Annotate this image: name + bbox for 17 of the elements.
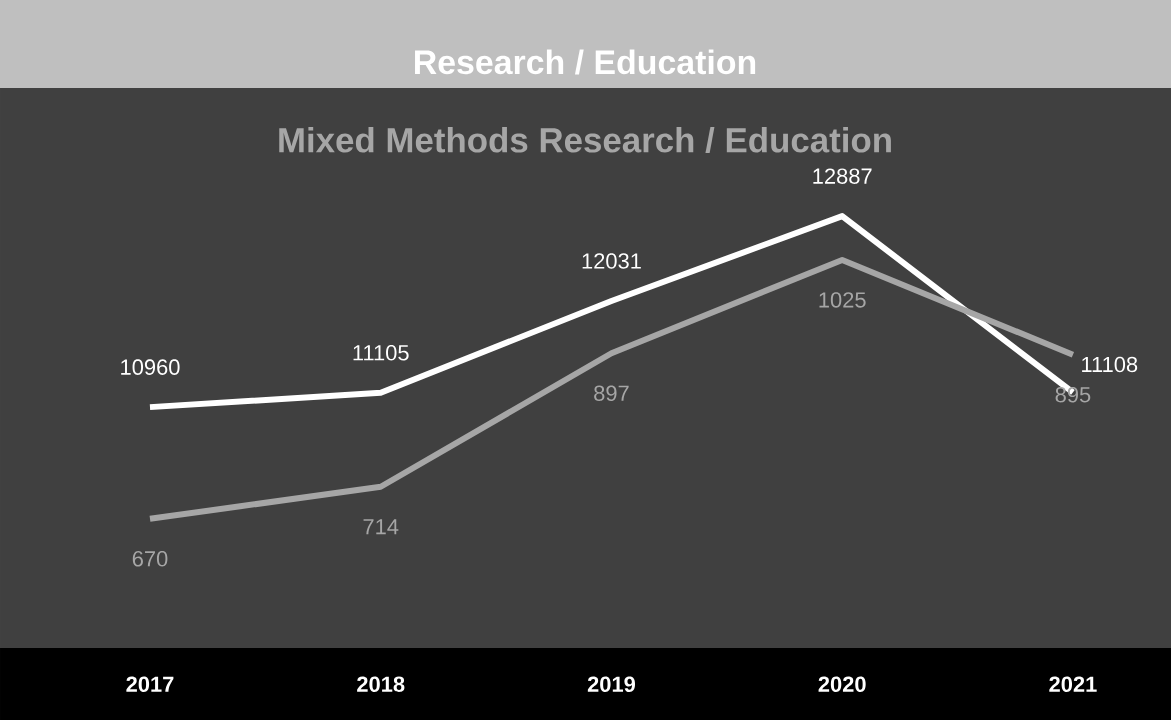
x-tick-label: 2019 [587, 676, 636, 693]
x-tick-label: 2018 [357, 676, 405, 693]
data-label: 12031 [582, 253, 641, 269]
x-tick-label: 2021 [1049, 676, 1097, 693]
data-label: 10960 [121, 359, 180, 375]
x-tick-label: 2020 [818, 676, 866, 693]
data-label: 714 [363, 519, 399, 535]
data-label: 895 [1055, 386, 1091, 403]
data-label: 12887 [813, 168, 872, 184]
chart-title: Research / Education [415, 49, 756, 75]
x-tick-label: 2017 [126, 676, 174, 693]
data-label: 670 [132, 551, 168, 567]
data-label: 11108 [1082, 356, 1138, 373]
data-label: 11105 [353, 344, 409, 361]
data-label: 1025 [819, 292, 866, 308]
data-label: 897 [594, 385, 629, 402]
text: Mixed Methods Research / Education [279, 127, 891, 153]
